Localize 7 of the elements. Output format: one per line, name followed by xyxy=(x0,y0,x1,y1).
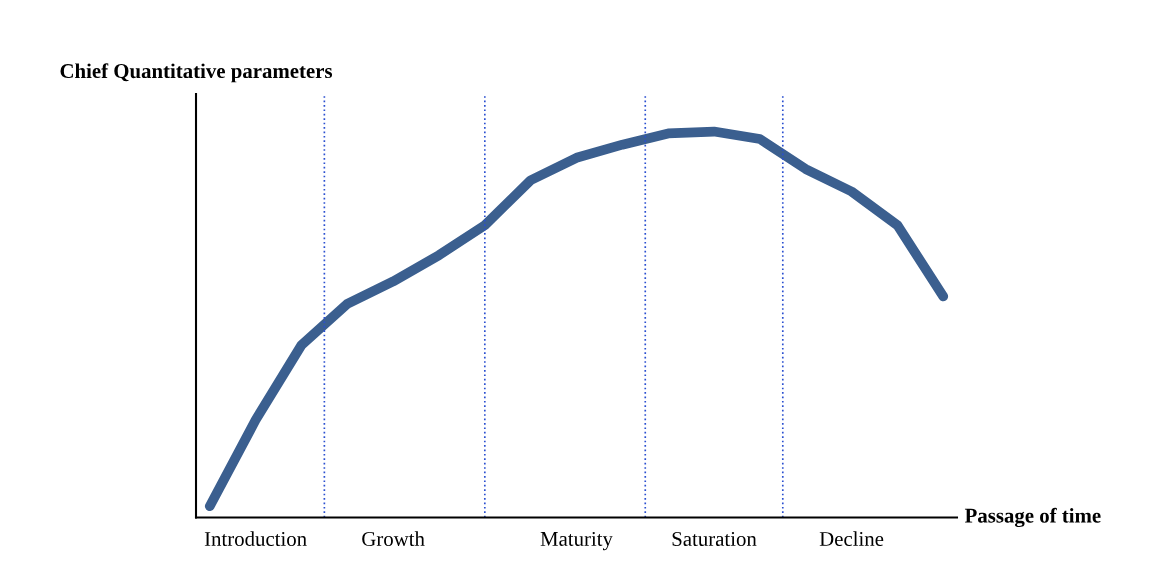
x-axis-title: Passage of time xyxy=(964,507,1101,528)
x-tick-label: Introduction xyxy=(204,531,307,546)
x-tick-label: Saturation xyxy=(672,531,757,546)
x-tick-label: Growth xyxy=(362,531,425,546)
x-tick-label: Maturity xyxy=(540,531,613,551)
y-axis-title: Chief Quantitative parameters xyxy=(60,63,333,83)
x-tick-label: Decline xyxy=(819,531,884,546)
